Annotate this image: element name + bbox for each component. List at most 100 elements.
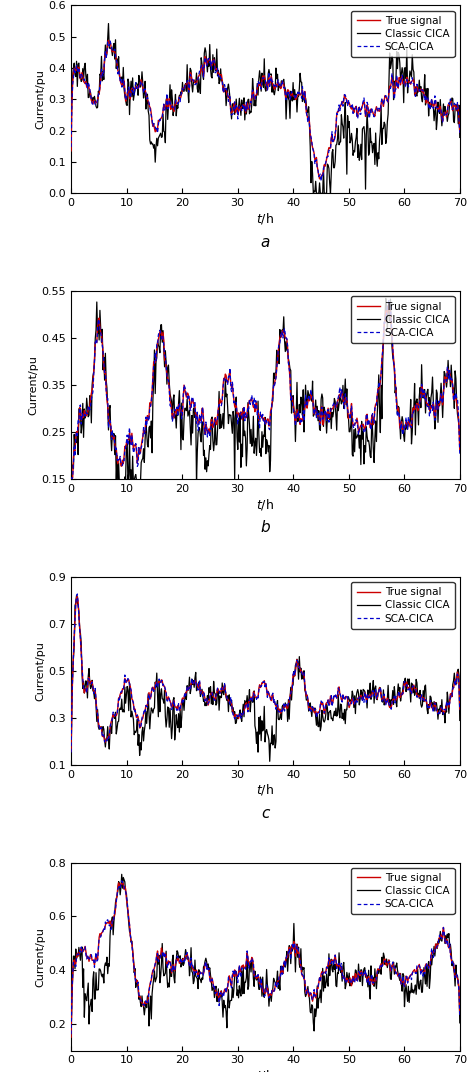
SCA-CICA bbox=[254, 693, 259, 705]
Classic CICA bbox=[256, 73, 262, 86]
SCA-CICA bbox=[279, 968, 285, 981]
Classic CICA bbox=[279, 959, 285, 972]
True signal bbox=[457, 125, 463, 138]
True signal bbox=[279, 967, 285, 980]
SCA-CICA bbox=[68, 746, 74, 759]
Classic CICA bbox=[301, 384, 306, 397]
True signal bbox=[256, 79, 262, 92]
Classic CICA bbox=[457, 714, 463, 727]
True signal bbox=[301, 970, 306, 983]
SCA-CICA bbox=[457, 447, 463, 460]
SCA-CICA bbox=[301, 91, 306, 104]
SCA-CICA bbox=[457, 126, 463, 139]
True signal bbox=[74, 590, 80, 602]
Line: True signal: True signal bbox=[71, 882, 460, 1037]
True signal bbox=[301, 668, 306, 681]
Classic CICA bbox=[388, 972, 393, 985]
SCA-CICA bbox=[68, 140, 74, 153]
SCA-CICA bbox=[449, 103, 455, 116]
SCA-CICA bbox=[256, 418, 262, 431]
Line: True signal: True signal bbox=[71, 596, 460, 751]
Classic CICA bbox=[457, 131, 463, 144]
SCA-CICA bbox=[301, 967, 306, 980]
Classic CICA bbox=[279, 324, 285, 337]
True signal bbox=[386, 298, 392, 311]
Line: SCA-CICA: SCA-CICA bbox=[71, 881, 460, 1034]
True signal bbox=[68, 1030, 74, 1043]
True signal bbox=[388, 76, 394, 89]
True signal bbox=[254, 972, 259, 985]
SCA-CICA bbox=[254, 86, 259, 99]
SCA-CICA bbox=[119, 875, 125, 888]
SCA-CICA bbox=[279, 706, 285, 719]
True signal bbox=[256, 682, 262, 695]
Classic CICA bbox=[68, 453, 74, 466]
Legend: True signal, Classic CICA, SCA-CICA: True signal, Classic CICA, SCA-CICA bbox=[351, 296, 455, 343]
Classic CICA bbox=[267, 755, 273, 768]
Line: Classic CICA: Classic CICA bbox=[71, 24, 460, 193]
Classic CICA bbox=[388, 694, 394, 706]
True signal bbox=[449, 102, 455, 115]
Line: True signal: True signal bbox=[71, 41, 460, 179]
True signal bbox=[301, 89, 306, 102]
Y-axis label: Current/pu: Current/pu bbox=[36, 641, 46, 701]
Y-axis label: Current/pu: Current/pu bbox=[29, 355, 39, 415]
X-axis label: $t$/h: $t$/h bbox=[256, 211, 274, 226]
SCA-CICA bbox=[69, 473, 75, 486]
SCA-CICA bbox=[107, 34, 113, 47]
SCA-CICA bbox=[301, 404, 306, 417]
Classic CICA bbox=[68, 753, 74, 765]
True signal bbox=[388, 308, 393, 321]
Classic CICA bbox=[254, 738, 259, 750]
True signal bbox=[279, 704, 285, 717]
SCA-CICA bbox=[68, 1028, 74, 1041]
True signal bbox=[279, 75, 285, 88]
X-axis label: $t$/h: $t$/h bbox=[256, 496, 274, 511]
SCA-CICA bbox=[301, 666, 306, 679]
True signal bbox=[388, 965, 393, 978]
SCA-CICA bbox=[388, 964, 393, 977]
Text: b: b bbox=[261, 520, 270, 535]
True signal bbox=[448, 953, 454, 966]
Legend: True signal, Classic CICA, SCA-CICA: True signal, Classic CICA, SCA-CICA bbox=[351, 867, 455, 914]
True signal bbox=[300, 415, 305, 428]
True signal bbox=[317, 173, 322, 185]
True signal bbox=[254, 89, 259, 102]
X-axis label: $t$/h: $t$/h bbox=[256, 783, 274, 798]
SCA-CICA bbox=[448, 689, 454, 702]
SCA-CICA bbox=[449, 373, 455, 386]
Classic CICA bbox=[383, 292, 389, 304]
Y-axis label: Current/pu: Current/pu bbox=[36, 926, 46, 986]
Classic CICA bbox=[457, 1016, 463, 1029]
Text: a: a bbox=[261, 235, 270, 250]
Classic CICA bbox=[68, 123, 74, 136]
SCA-CICA bbox=[457, 1009, 463, 1022]
X-axis label: $t$/h: $t$/h bbox=[256, 1068, 274, 1072]
True signal bbox=[279, 330, 284, 343]
Line: SCA-CICA: SCA-CICA bbox=[71, 594, 460, 753]
True signal bbox=[448, 690, 454, 703]
True signal bbox=[457, 444, 463, 457]
True signal bbox=[68, 473, 74, 486]
SCA-CICA bbox=[254, 397, 259, 410]
SCA-CICA bbox=[388, 700, 393, 713]
True signal bbox=[388, 701, 393, 714]
Classic CICA bbox=[119, 868, 125, 881]
Classic CICA bbox=[301, 665, 307, 678]
True signal bbox=[68, 745, 74, 758]
Classic CICA bbox=[449, 91, 455, 104]
Classic CICA bbox=[254, 449, 259, 462]
True signal bbox=[255, 405, 261, 418]
Line: Classic CICA: Classic CICA bbox=[71, 875, 460, 1037]
Classic CICA bbox=[449, 373, 455, 386]
Classic CICA bbox=[68, 1030, 74, 1043]
SCA-CICA bbox=[68, 471, 74, 483]
True signal bbox=[68, 145, 74, 158]
Text: c: c bbox=[261, 806, 270, 821]
SCA-CICA bbox=[457, 703, 463, 716]
Line: SCA-CICA: SCA-CICA bbox=[71, 300, 460, 479]
Classic CICA bbox=[301, 87, 306, 100]
Line: Classic CICA: Classic CICA bbox=[71, 298, 460, 483]
Line: Classic CICA: Classic CICA bbox=[71, 595, 460, 761]
Legend: True signal, Classic CICA, SCA-CICA: True signal, Classic CICA, SCA-CICA bbox=[351, 582, 455, 628]
